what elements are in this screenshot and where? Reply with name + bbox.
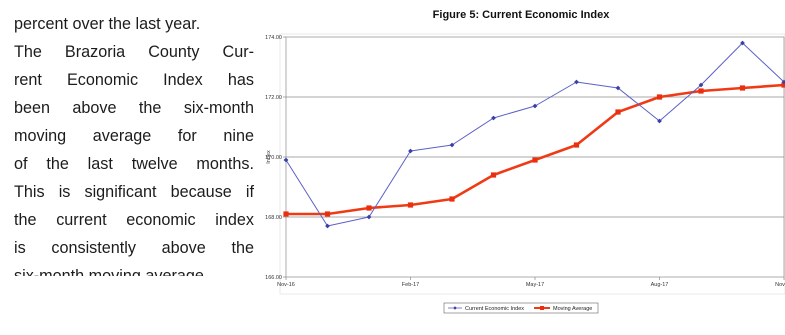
data-point-current-index xyxy=(615,85,621,91)
chart-area-frame xyxy=(279,33,785,295)
data-point-current-index xyxy=(740,40,745,46)
body-text-line: percent over the last year. xyxy=(14,15,201,33)
body-text-line: This is significant because if xyxy=(14,183,254,201)
chart-title: Figure 5: Current Economic Index xyxy=(433,9,611,21)
y-tick-label: 168.00 xyxy=(265,215,282,221)
data-point-moving-average xyxy=(283,211,289,217)
y-axis-label: Index xyxy=(266,150,272,164)
x-tick-label: Feb-17 xyxy=(402,282,419,288)
x-axis-ticks: Nov-16 Feb-17 May-17 Aug-17 Nov-17 xyxy=(277,277,785,288)
y-tick-label: 170.00 xyxy=(265,155,282,161)
series-layer xyxy=(283,40,785,229)
legend-box xyxy=(443,302,599,314)
legend-marker-moving-average xyxy=(540,306,544,310)
x-tick-label: Nov-16 xyxy=(277,282,295,288)
body-text-line: moving average for nine xyxy=(14,127,254,145)
legend-label-moving-average: Moving Average xyxy=(553,306,592,312)
x-tick-label: Aug-17 xyxy=(651,282,669,288)
y-axis-ticks: 166.00 168.00 170.00 172.00 174.00 xyxy=(265,35,286,281)
body-text-line: is consistently above the xyxy=(14,239,254,257)
data-point-moving-average xyxy=(615,109,621,115)
data-point-current-index xyxy=(698,82,704,88)
economic-index-chart: Figure 5: Current Economic Index 166.00 1… xyxy=(258,0,785,335)
x-tick-label: May-17 xyxy=(526,282,544,288)
body-text-line: been above the six-month xyxy=(14,99,254,117)
data-point-moving-average xyxy=(366,205,372,211)
data-point-current-index xyxy=(532,103,538,109)
data-point-moving-average xyxy=(407,202,414,208)
body-text-line: six-month moving average xyxy=(14,267,204,276)
y-tick-label: 174.00 xyxy=(265,35,282,41)
data-point-moving-average xyxy=(449,196,455,202)
y-tick-label: 172.00 xyxy=(265,95,282,101)
body-text-column: percent over the last year. The Brazoria… xyxy=(14,10,254,276)
chart-canvas: Figure 5: Current Economic Index 166.001… xyxy=(265,9,785,314)
y-tick-label: 166.00 xyxy=(265,275,282,281)
data-point-current-index xyxy=(657,118,662,124)
data-point-moving-average xyxy=(656,94,663,100)
data-point-moving-average xyxy=(490,172,497,178)
data-point-moving-average xyxy=(739,85,746,91)
legend-marker-current-index xyxy=(453,306,457,310)
data-point-moving-average xyxy=(698,88,704,94)
body-text-line: rent Economic Index has xyxy=(14,71,254,89)
chart-legend: Current Economic Index Moving Average xyxy=(443,302,599,314)
data-point-moving-average xyxy=(532,157,538,163)
body-text-line: The Brazoria County Cur- xyxy=(14,43,254,61)
data-point-moving-average xyxy=(781,82,785,88)
data-point-current-index xyxy=(781,79,785,85)
data-point-current-index xyxy=(574,79,579,85)
legend-label-current-index: Current Economic Index xyxy=(465,306,524,312)
data-point-moving-average xyxy=(324,211,331,217)
x-tick-label: Nov-17 xyxy=(775,282,785,288)
data-point-moving-average xyxy=(573,142,580,148)
body-text-line: the current economic index xyxy=(14,211,254,229)
body-text-line: of the last twelve months. xyxy=(14,155,254,173)
